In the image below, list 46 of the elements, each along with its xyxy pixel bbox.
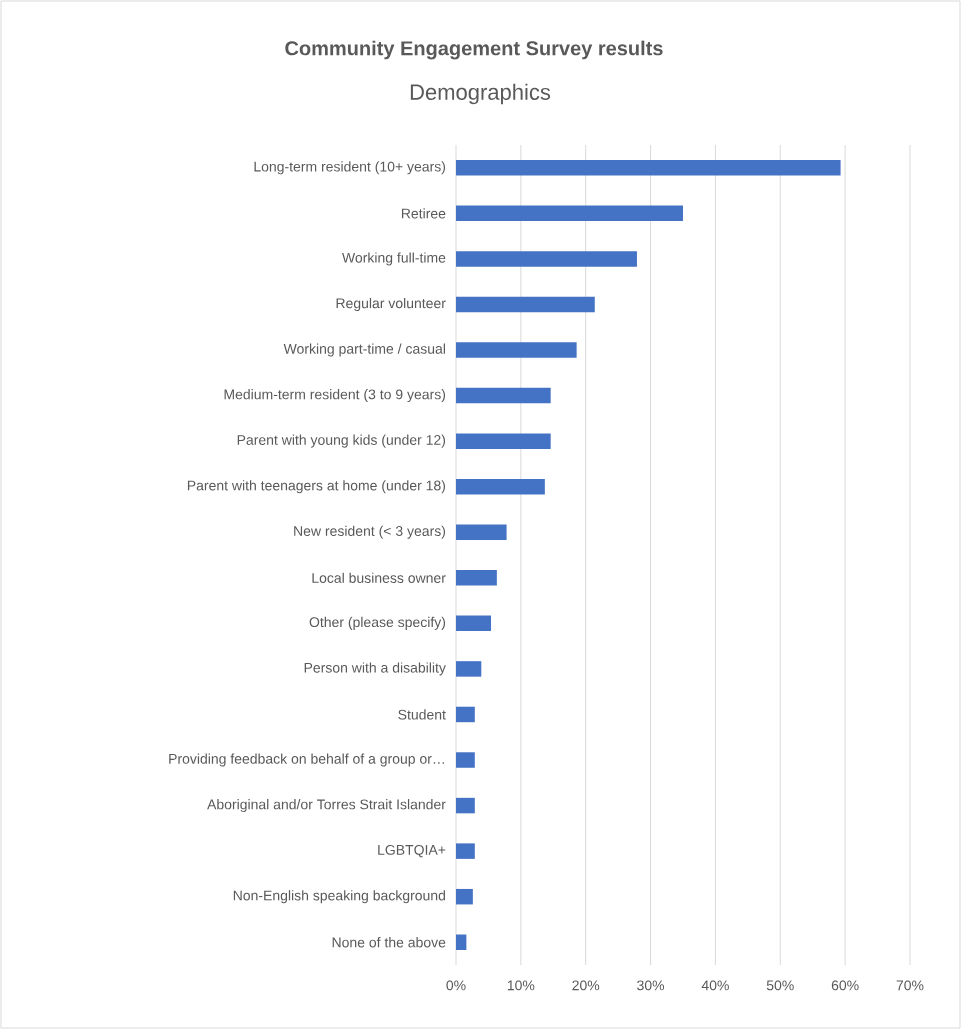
x-tick-label: 70% <box>896 980 924 991</box>
bar <box>455 387 551 404</box>
bar <box>455 934 467 950</box>
y-tick-label: Local business owner <box>312 572 446 583</box>
bar <box>455 524 507 540</box>
y-tick-label: LGBTQIA+ <box>378 844 446 858</box>
bar <box>455 433 551 449</box>
y-tick-label: Providing feedback on behalf of a group or… <box>169 753 444 767</box>
bar <box>455 706 475 723</box>
y-tick-label: Working full-time <box>342 252 446 266</box>
bar <box>455 661 482 677</box>
x-tick-label: 60% <box>831 980 859 991</box>
chart-title: Community Engagement Survey results <box>285 40 663 60</box>
x-tick-label: 0% <box>446 980 466 991</box>
y-tick-label: Retiree <box>401 208 446 219</box>
chart-subtitle: Demographics <box>410 83 551 105</box>
y-tick-label: None of the above <box>332 937 446 948</box>
y-tick-label: Non-English speaking background <box>233 890 445 904</box>
x-tick-label: 30% <box>637 980 665 991</box>
bar <box>455 843 475 859</box>
y-tick-label: Working part-time / casual <box>283 343 445 357</box>
bar <box>455 615 492 632</box>
x-tick-label: 20% <box>572 980 600 991</box>
y-tick-label: Other (please specify) <box>309 616 446 630</box>
x-tick-label: 10% <box>507 980 535 991</box>
bar <box>455 752 475 768</box>
y-tick-label: New resident (< 3 years) <box>294 525 446 539</box>
y-tick-label: Medium-term resident (3 to 9 years) <box>224 389 446 403</box>
bar <box>455 251 637 267</box>
bar <box>455 160 841 176</box>
y-tick-label: Parent with young kids (under 12) <box>237 434 446 448</box>
bar <box>455 205 683 222</box>
bar <box>455 342 577 358</box>
bar <box>455 570 497 586</box>
y-tick-label: Long-term resident (10+ years) <box>254 161 446 175</box>
y-tick-label: Student <box>398 709 446 720</box>
x-tick-label: 40% <box>701 980 729 991</box>
bar <box>455 888 473 905</box>
x-tick-label: 50% <box>766 980 794 991</box>
y-tick-label: Aboriginal and/or Torres Strait Islander <box>207 799 446 813</box>
bar <box>455 478 545 495</box>
bar <box>455 296 595 313</box>
y-tick-label: Regular volunteer <box>336 297 446 311</box>
y-tick-label: Person with a disability <box>304 662 446 676</box>
bar <box>455 797 475 814</box>
y-tick-label: Parent with teenagers at home (under 18) <box>187 480 446 494</box>
